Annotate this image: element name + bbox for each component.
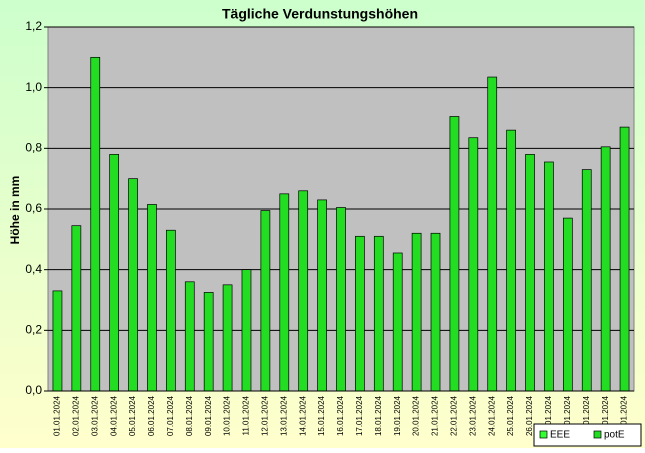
bar — [449, 116, 460, 392]
x-tick-label: 27.01.2024 — [544, 395, 553, 436]
x-tick-label: 08.01.2024 — [185, 395, 194, 436]
x-tick-label: 25.01.2024 — [506, 395, 515, 436]
x-tick-label: 10.01.2024 — [223, 395, 232, 436]
x-tick-label: 20.01.2024 — [412, 395, 421, 436]
bar — [468, 137, 479, 392]
x-tick-label: 22.01.2024 — [450, 395, 459, 436]
bar — [52, 290, 63, 392]
bar — [279, 193, 290, 392]
x-tick-label: 14.01.2024 — [298, 395, 307, 436]
bar — [203, 292, 214, 392]
x-tick-label: 01.01.2024 — [53, 395, 62, 436]
x-tick-label: 16.01.2024 — [336, 395, 345, 436]
bar — [581, 169, 592, 392]
x-tick-label: 15.01.2024 — [317, 395, 326, 436]
x-tick-label: 21.01.2024 — [431, 395, 440, 436]
bar — [241, 269, 252, 392]
y-tick-label: 1,0 — [25, 80, 42, 94]
bar — [411, 232, 422, 392]
x-tick-label: 26.01.2024 — [525, 395, 534, 436]
bar — [298, 190, 309, 392]
legend-label: EEE — [550, 430, 570, 441]
bar — [392, 252, 403, 392]
bar — [90, 56, 101, 392]
x-tick-label: 12.01.2024 — [260, 395, 269, 436]
bar — [317, 199, 327, 392]
bar — [373, 235, 384, 392]
bar — [506, 129, 516, 392]
y-tick-label: 0,2 — [25, 323, 42, 337]
x-tick-label: 07.01.2024 — [166, 395, 175, 436]
y-axis-label: Höhe in mm — [8, 176, 22, 245]
x-tick-label: 19.01.2024 — [393, 395, 402, 436]
bar — [600, 146, 611, 392]
x-tick-label: 28.01.2024 — [563, 395, 572, 436]
bar — [619, 126, 630, 392]
x-tick-label: 11.01.2024 — [242, 395, 251, 435]
x-tick-label: 31.01.2024 — [620, 395, 629, 436]
y-tick-label: 0,0 — [25, 383, 42, 397]
bar — [71, 225, 82, 392]
x-tick-label: 23.01.2024 — [468, 395, 477, 436]
x-tick-label: 05.01.2024 — [128, 395, 137, 436]
legend-label: potE — [604, 430, 625, 441]
legend-box — [533, 423, 642, 447]
bar — [336, 207, 346, 392]
bar — [430, 232, 441, 392]
bar — [222, 284, 233, 392]
bar — [487, 76, 498, 392]
x-tick-label: 04.01.2024 — [109, 395, 118, 436]
bar — [525, 154, 535, 392]
x-tick-label: 29.01.2024 — [582, 395, 591, 436]
bar — [260, 210, 271, 392]
x-tick-label: 17.01.2024 — [355, 395, 364, 436]
legend-swatch — [539, 430, 548, 439]
bar — [109, 154, 120, 392]
bar — [355, 235, 365, 392]
y-tick-label: 0,4 — [25, 262, 42, 276]
chart-title: Tägliche Verdunstungshöhen — [222, 6, 418, 22]
y-tick-label: 1,2 — [25, 19, 42, 33]
x-tick-label: 03.01.2024 — [90, 395, 99, 436]
x-tick-label: 06.01.2024 — [147, 395, 156, 436]
x-tick-label: 24.01.2024 — [487, 395, 496, 436]
x-tick-label: 13.01.2024 — [279, 395, 288, 436]
x-tick-label: 30.01.2024 — [601, 395, 610, 436]
y-tick-label: 0,8 — [25, 141, 42, 155]
x-tick-label: 02.01.2024 — [71, 395, 80, 436]
bar — [128, 178, 138, 392]
x-tick-label: 18.01.2024 — [374, 395, 383, 436]
bar — [166, 229, 176, 392]
bar — [544, 161, 554, 392]
bar — [562, 217, 573, 392]
legend: EEE potE — [533, 423, 642, 447]
x-tick-label: 09.01.2024 — [204, 395, 213, 436]
bar — [147, 204, 157, 392]
legend-swatch — [593, 430, 602, 439]
bar — [184, 281, 195, 392]
y-tick-label: 0,6 — [25, 201, 42, 215]
